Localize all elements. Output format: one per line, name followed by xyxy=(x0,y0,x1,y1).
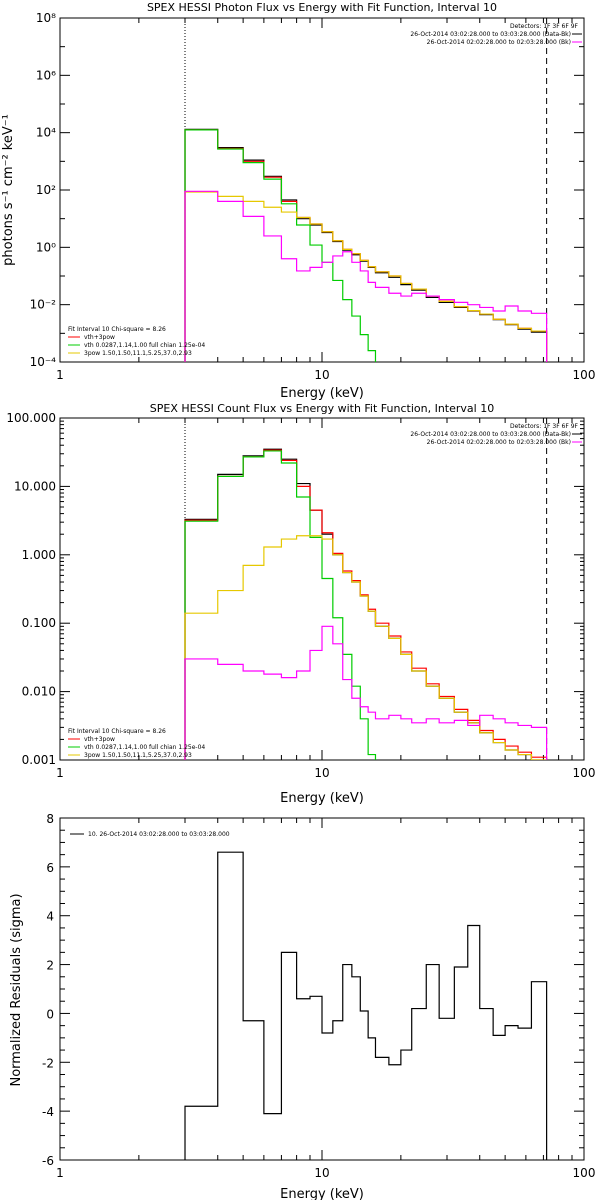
photon-header-line: Detectors: 1F 3F 6F 9F xyxy=(510,23,579,30)
count-plot-frame xyxy=(59,417,585,761)
residuals-x-axis-label: Energy (keV) xyxy=(280,1187,364,1200)
count-legend-text: vth+3pow xyxy=(84,736,115,743)
photon-y-tick-label: 10² xyxy=(36,183,56,197)
count-panel-title: SPEX HESSI Count Flux vs Energy with Fit… xyxy=(150,402,494,415)
photon-y-tick-label: 10⁸ xyxy=(36,11,56,25)
residuals-y-tick-label: -2 xyxy=(42,1056,54,1070)
residuals-axis-ticks: 1 10 100 -6 -4 -2 0 2 4 6 8 xyxy=(42,812,595,1180)
photon-y-tick-label: 10⁻⁴ xyxy=(30,355,57,369)
count-header-line: Detectors: 1F 3F 6F 9F xyxy=(510,423,579,430)
photon-series-vth xyxy=(184,129,377,362)
count-y-tick-label: 0.100 xyxy=(22,616,56,630)
residuals-y-tick-label: -4 xyxy=(42,1105,54,1119)
count-legend-text: Fit Interval 10 Chi-square = 8.26 xyxy=(68,728,166,735)
photon-x-tick-label: 1 xyxy=(56,368,64,382)
count-y-tick-label: 100.000 xyxy=(6,411,56,425)
photon-y-tick-label: 10⁶ xyxy=(36,68,56,82)
photon-panel-title: SPEX HESSI Photon Flux vs Energy with Fi… xyxy=(147,1,497,14)
residuals-x-tick-label: 100 xyxy=(573,1166,596,1180)
residuals-x-tick-label: 10 xyxy=(314,1166,329,1180)
photon-y-tick-label: 10⁴ xyxy=(36,126,56,140)
count-series-vth xyxy=(184,450,377,760)
count-axis-ticks: 1 10 100 0.001 0.010 0.100 1.000 10.000 100.000 xyxy=(6,411,595,780)
count-flux-panel: SPEX HESSI Count Flux vs Energy with Fit… xyxy=(6,402,595,806)
residuals-legend: 10. 26-Oct-2014 03:02:28.000 to 03:03:28… xyxy=(70,831,230,838)
photon-axis-ticks: 1 10 100 10⁻⁴ 10⁻² 10⁰ 10² 10⁴ 10⁶ 10⁸ xyxy=(30,11,596,382)
count-legend-text: 3pow 1.50,1.50,11.1,5.25,37.0,2.93 xyxy=(84,752,192,759)
count-y-tick-label: 0.010 xyxy=(22,685,56,699)
count-header-line: 26-Oct-2014 03:02:28.000 to 03:03:28.000… xyxy=(410,431,571,438)
photon-x-axis-label: Energy (keV) xyxy=(280,386,364,401)
count-series-bk xyxy=(184,625,548,760)
count-x-tick-label: 10 xyxy=(314,766,329,780)
residuals-series-residuals xyxy=(184,851,548,1160)
photon-y-axis-label: photons s⁻¹ cm⁻² keV⁻¹ xyxy=(1,114,16,266)
residuals-y-tick-label: 4 xyxy=(46,910,54,924)
count-y-tick-label: 0.001 xyxy=(22,753,56,767)
residuals-legend-text: 10. 26-Oct-2014 03:02:28.000 to 03:03:28… xyxy=(88,831,230,838)
photon-legend-text: Fit Interval 10 Chi-square = 8.26 xyxy=(68,326,166,333)
photon-series-group xyxy=(184,18,548,362)
count-series-data-bk xyxy=(184,448,548,760)
photon-legend-text: vth+3pow xyxy=(84,334,115,341)
photon-x-tick-label: 100 xyxy=(573,368,596,382)
photon-header-line: 26-Oct-2014 02:02:28.000 to 02:03:28.000… xyxy=(427,39,571,46)
count-x-axis-label: Energy (keV) xyxy=(280,791,364,806)
photon-legend: Fit Interval 10 Chi-square = 8.26 vth+3p… xyxy=(68,326,205,357)
photon-legend-text: vth 0.0287,1.14,1.00 full chian 1.25e-04 xyxy=(84,342,205,349)
residuals-y-tick-label: 0 xyxy=(46,1007,54,1021)
count-x-tick-label: 1 xyxy=(56,766,64,780)
count-header-line: 26-Oct-2014 02:02:28.000 to 02:03:28.000… xyxy=(427,439,571,446)
count-header: Detectors: 1F 3F 6F 9F 26-Oct-2014 03:02… xyxy=(410,423,582,446)
count-legend: Fit Interval 10 Chi-square = 8.26 vth+3p… xyxy=(68,728,205,759)
residuals-y-tick-label: 6 xyxy=(46,861,54,875)
photon-flux-panel: SPEX HESSI Photon Flux vs Energy with Fi… xyxy=(1,1,596,401)
photon-y-tick-label: 10⁰ xyxy=(36,240,56,254)
photon-header: Detectors: 1F 3F 6F 9F 26-Oct-2014 03:02… xyxy=(410,23,582,46)
photon-y-tick-label: 10⁻² xyxy=(30,298,57,312)
residuals-plot-frame xyxy=(59,817,585,1161)
count-series-vth-3pow xyxy=(184,449,548,760)
count-x-tick-label: 100 xyxy=(573,766,596,780)
residuals-y-tick-label: 2 xyxy=(46,959,54,973)
photon-series-bk xyxy=(184,190,548,362)
count-legend-text: vth 0.0287,1.14,1.00 full chian 1.25e-04 xyxy=(84,744,205,751)
photon-x-tick-label: 10 xyxy=(314,368,329,382)
residuals-series-group xyxy=(184,851,548,1160)
residuals-x-tick-label: 1 xyxy=(56,1166,64,1180)
count-y-tick-label: 10.000 xyxy=(14,479,56,493)
count-series-3pow xyxy=(184,535,548,760)
residuals-panel: Energy (keV) Normalized Residuals (sigma… xyxy=(9,812,595,1200)
photon-header-line: 26-Oct-2014 03:02:28.000 to 03:03:28.000… xyxy=(410,31,571,38)
photon-series-3pow xyxy=(184,191,548,362)
count-series-group xyxy=(184,418,548,760)
photon-legend-text: 3pow 1.50,1.50,11.1,5.25,37.0,2.93 xyxy=(84,350,192,357)
residuals-y-tick-label: 8 xyxy=(46,812,54,826)
residuals-y-axis-label: Normalized Residuals (sigma) xyxy=(9,893,24,1086)
residuals-y-tick-label: -6 xyxy=(42,1154,54,1168)
count-y-tick-label: 1.000 xyxy=(22,548,56,562)
